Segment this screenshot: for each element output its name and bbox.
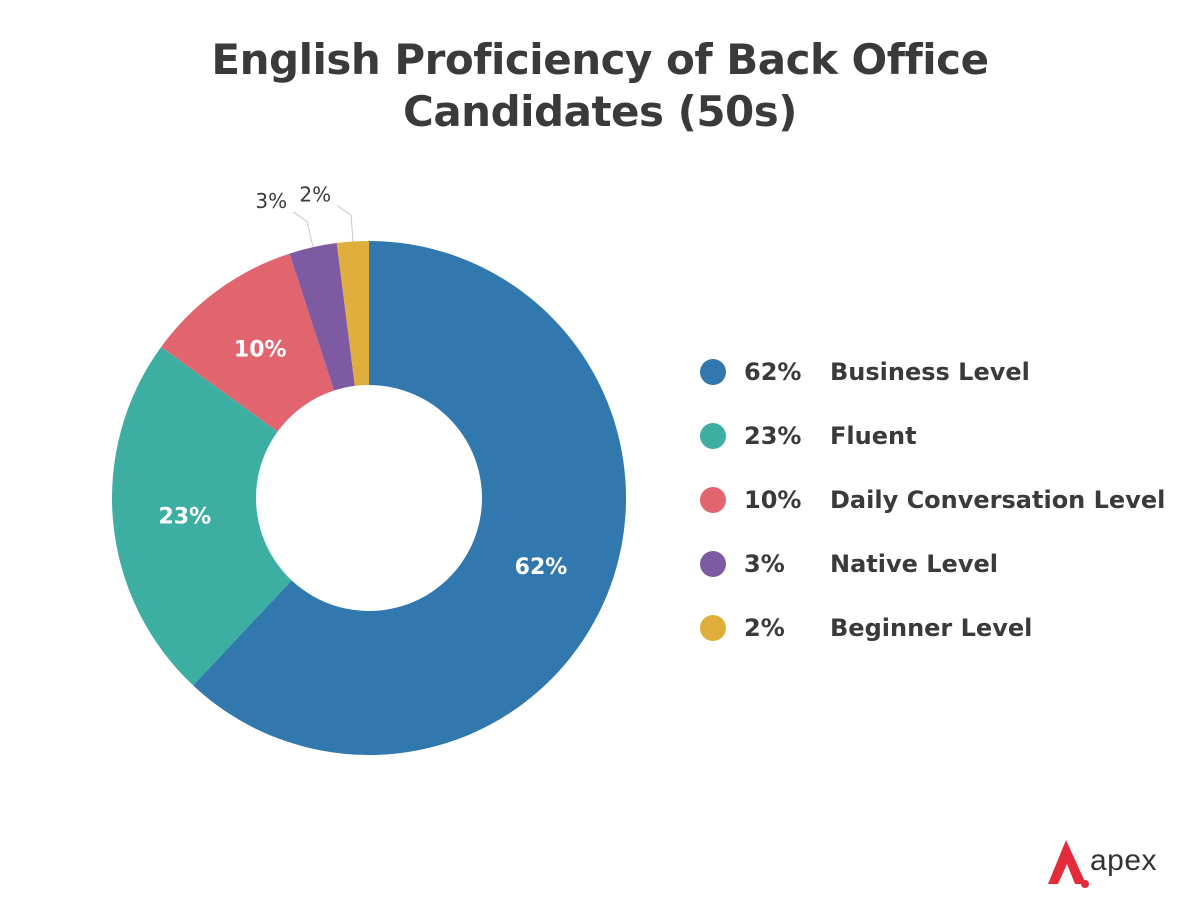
chart-title-line-2: Candidates (50s) (403, 87, 797, 136)
legend-item: 10% Daily Conversation Level (700, 468, 1180, 532)
legend-percent: 3% (744, 550, 785, 578)
legend-label: Business Level (830, 358, 1030, 386)
legend-percent: 62% (744, 358, 802, 386)
slice-data-label: 3% (255, 189, 287, 213)
legend-percent: 2% (744, 614, 785, 642)
brand-logo: apex (1046, 838, 1176, 890)
slice-leader-line (336, 205, 354, 242)
donut-slice-fluent (112, 346, 292, 686)
legend-label: Daily Conversation Level (830, 486, 1166, 514)
chart-title-line-1: English Proficiency of Back Office (211, 35, 989, 84)
slice-leader-line (292, 211, 314, 248)
legend-label: Native Level (830, 550, 998, 578)
legend-label: Fluent (830, 422, 917, 450)
donut-slice-daily-conversation-level (161, 253, 335, 432)
slice-data-label: 62% (515, 555, 568, 580)
legend-swatch (700, 359, 726, 385)
donut-slice-beginner-level (336, 241, 369, 386)
legend: 62% Business Level 23% Fluent 10% Daily … (700, 340, 1180, 660)
legend-label: Beginner Level (830, 614, 1033, 642)
legend-swatch (700, 551, 726, 577)
donut-slice-business-level (193, 241, 626, 755)
legend-item: 2% Beginner Level (700, 596, 1180, 660)
slice-data-label: 10% (234, 337, 287, 362)
legend-swatch (700, 487, 726, 513)
chart-title: English Proficiency of Back Office Candi… (0, 34, 1200, 138)
legend-percent: 10% (744, 486, 802, 514)
apex-logo-icon (1048, 840, 1089, 888)
legend-swatch (700, 615, 726, 641)
logo-text: apex (1090, 844, 1158, 877)
donut-slice-native-level (289, 243, 355, 391)
slice-data-label: 2% (299, 183, 331, 207)
legend-item: 23% Fluent (700, 404, 1180, 468)
legend-item: 3% Native Level (700, 532, 1180, 596)
legend-item: 62% Business Level (700, 340, 1180, 404)
legend-swatch (700, 423, 726, 449)
legend-percent: 23% (744, 422, 802, 450)
slice-data-label: 23% (158, 504, 211, 529)
